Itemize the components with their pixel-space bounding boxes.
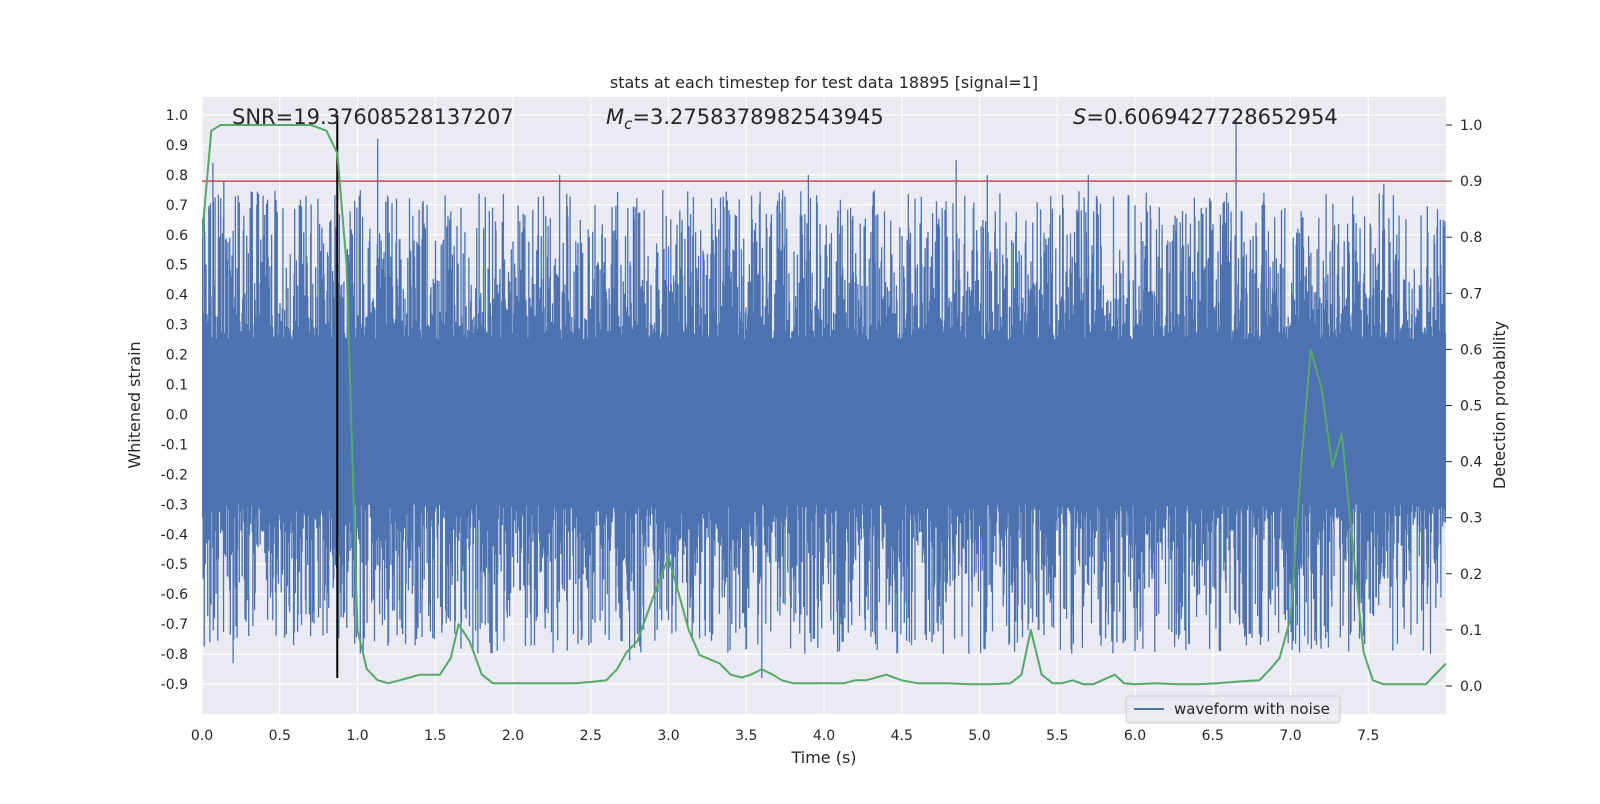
y-left-tick-label: 0.7 bbox=[166, 198, 188, 214]
s-annotation: S=0.6069427728652954 bbox=[1073, 105, 1338, 129]
legend: waveform with noise bbox=[1125, 695, 1341, 724]
y-left-tick-label: -0.4 bbox=[161, 527, 188, 543]
x-tick-label: 4.5 bbox=[891, 728, 913, 744]
y-axis-left-ticks: 1.0 0.9 0.8 0.7 0.6 0.5 0.4 0.3 0.2 0.1 0.0 -0.1 -0.… bbox=[161, 108, 188, 693]
mc-symbol: M bbox=[606, 105, 624, 129]
y-axis-left-label: Whitened strain bbox=[125, 341, 144, 468]
y-right-tick-label: 0.2 bbox=[1460, 567, 1482, 583]
y-left-tick-label: 0.8 bbox=[166, 168, 188, 184]
y-left-tick-label: 0.0 bbox=[166, 407, 188, 423]
y-right-tick-label: 0.1 bbox=[1460, 623, 1482, 639]
y-left-tick-label: 0.9 bbox=[166, 138, 188, 154]
x-tick-label: 6.0 bbox=[1124, 728, 1146, 744]
x-tick-label: 7.0 bbox=[1279, 728, 1301, 744]
y-left-tick-label: -0.6 bbox=[161, 587, 188, 603]
y-left-tick-label: -0.7 bbox=[161, 617, 188, 633]
y-right-tick-label: 0.0 bbox=[1460, 679, 1482, 695]
detection-probability-line bbox=[202, 124, 1446, 686]
y-left-tick-label: 0.1 bbox=[166, 378, 188, 394]
x-tick-label: 1.5 bbox=[424, 728, 446, 744]
x-axis-label: Time (s) bbox=[790, 748, 856, 767]
x-tick-label: 3.0 bbox=[657, 728, 679, 744]
y-axis-right-ticks: 1.0 0.9 0.8 0.7 0.6 0.5 0.4 0.3 0.2 0.1 0.0 bbox=[1446, 118, 1482, 695]
x-tick-label: 1.0 bbox=[346, 728, 368, 744]
x-tick-label: 0.0 bbox=[191, 728, 213, 744]
y-left-tick-label: 0.5 bbox=[166, 258, 188, 274]
y-right-tick-label: 0.3 bbox=[1460, 511, 1482, 527]
y-right-tick-label: 0.5 bbox=[1460, 399, 1482, 415]
y-left-tick-label: 0.6 bbox=[166, 228, 188, 244]
mc-subscript: c bbox=[624, 115, 633, 133]
snr-annotation: SNR=19.37608528137207 bbox=[232, 105, 514, 129]
x-tick-label: 0.5 bbox=[269, 728, 291, 744]
y-left-tick-label: 0.4 bbox=[166, 288, 188, 304]
x-tick-label: 2.0 bbox=[502, 728, 524, 744]
waveform-line bbox=[202, 118, 1446, 679]
overlay bbox=[202, 114, 1446, 686]
y-left-tick-label: -0.3 bbox=[161, 497, 188, 513]
s-value: =0.6069427728652954 bbox=[1086, 105, 1337, 129]
y-right-tick-label: 0.8 bbox=[1460, 230, 1482, 246]
mc-annotation: Mc=3.2758378982543945 bbox=[606, 105, 884, 133]
y-left-tick-label: -0.2 bbox=[161, 467, 188, 483]
y-left-tick-label: 0.2 bbox=[166, 348, 188, 364]
mc-value: =3.2758378982543945 bbox=[632, 105, 883, 129]
y-axis-right-label: Detection probability bbox=[1490, 321, 1509, 489]
x-tick-label: 2.5 bbox=[580, 728, 602, 744]
y-right-tick-label: 0.4 bbox=[1460, 455, 1482, 471]
legend-label: waveform with noise bbox=[1174, 700, 1330, 718]
x-tick-label: 5.0 bbox=[968, 728, 990, 744]
x-tick-label: 5.5 bbox=[1046, 728, 1068, 744]
y-right-tick-label: 0.6 bbox=[1460, 342, 1482, 358]
chart-title: stats at each timestep for test data 188… bbox=[610, 73, 1038, 92]
x-tick-label: 4.0 bbox=[813, 728, 835, 744]
waveform-series bbox=[202, 118, 1446, 679]
y-left-tick-label: -0.8 bbox=[161, 647, 188, 663]
y-left-tick-label: -0.9 bbox=[161, 677, 188, 693]
y-left-tick-label: 0.3 bbox=[166, 318, 188, 334]
y-right-tick-label: 1.0 bbox=[1460, 118, 1482, 134]
x-tick-label: 6.5 bbox=[1202, 728, 1224, 744]
y-right-tick-label: 0.7 bbox=[1460, 286, 1482, 302]
y-right-tick-label: 0.9 bbox=[1460, 174, 1482, 190]
x-tick-label: 7.5 bbox=[1357, 728, 1379, 744]
x-axis-ticks: 0.0 0.5 1.0 1.5 2.0 2.5 3.0 3.5 4.0 4.5 5.0 5.5 6.0 6… bbox=[191, 728, 1380, 744]
y-left-tick-label: -0.5 bbox=[161, 557, 188, 573]
y-left-tick-label: -0.1 bbox=[161, 437, 188, 453]
s-symbol: S bbox=[1073, 105, 1086, 129]
x-tick-label: 3.5 bbox=[735, 728, 757, 744]
y-left-tick-label: 1.0 bbox=[166, 108, 188, 124]
legend-box bbox=[1125, 695, 1341, 724]
